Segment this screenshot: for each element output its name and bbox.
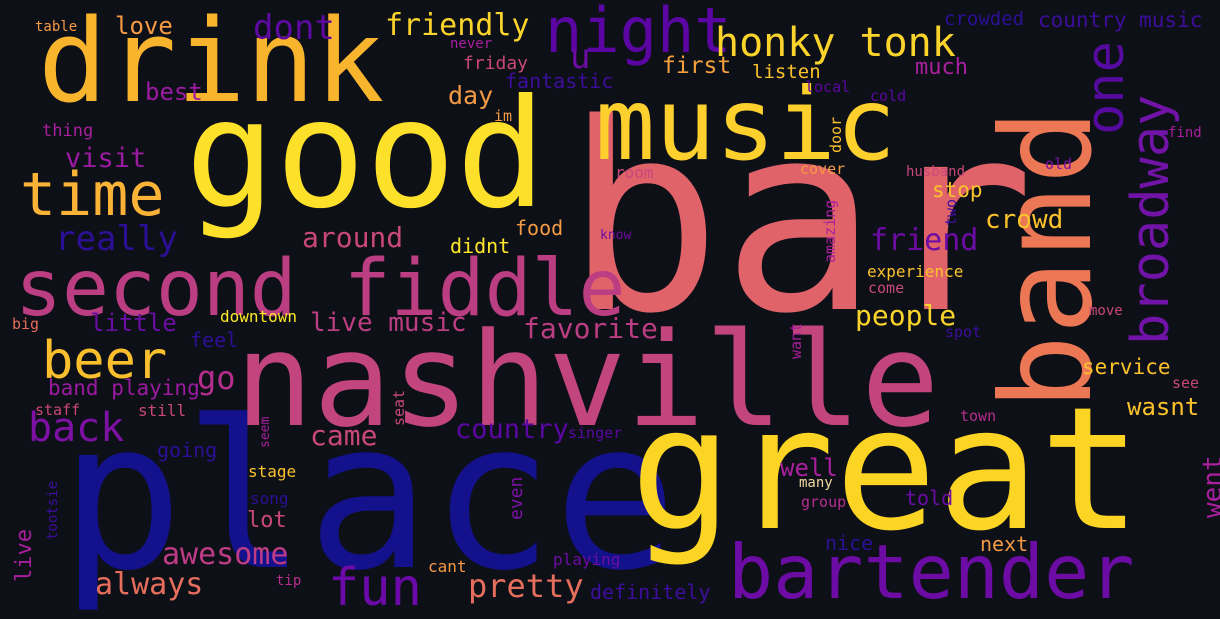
word-live-music: live music bbox=[310, 308, 467, 338]
word-love: love bbox=[115, 12, 173, 40]
word-next: next bbox=[980, 532, 1029, 556]
word-know: know bbox=[600, 228, 632, 243]
word-group: group bbox=[801, 493, 847, 511]
word-feel: feel bbox=[190, 328, 239, 352]
word-song: song bbox=[250, 489, 289, 508]
word-favorite: favorite bbox=[523, 312, 658, 345]
word-awesome: awesome bbox=[162, 537, 289, 572]
word-even: even bbox=[506, 476, 527, 520]
word-people: people bbox=[855, 299, 957, 332]
word-crowd: crowd bbox=[985, 205, 1064, 235]
word-one: one bbox=[1076, 41, 1136, 135]
word-table: table bbox=[35, 19, 78, 35]
word-beer: beer bbox=[42, 331, 168, 391]
word-cold: cold bbox=[870, 87, 907, 105]
word-well: well bbox=[780, 454, 838, 482]
word-singer: singer bbox=[568, 424, 623, 442]
word-two: two bbox=[942, 198, 960, 226]
word-honky-tonk: honky tonk bbox=[715, 20, 956, 66]
word-cover: cover bbox=[800, 160, 846, 178]
word-nashville: nashville bbox=[235, 304, 940, 456]
word-want: want bbox=[787, 322, 805, 359]
word-seat: seat bbox=[390, 389, 408, 426]
word-going: going bbox=[157, 438, 218, 462]
word-friday: friday bbox=[463, 53, 529, 74]
word-fantastic: fantastic bbox=[505, 69, 614, 93]
word-definitely: definitely bbox=[590, 580, 711, 604]
word-go: go bbox=[197, 359, 236, 397]
word-great: great bbox=[630, 371, 1142, 569]
word-still: still bbox=[138, 401, 187, 420]
word-never: never bbox=[450, 36, 493, 52]
word-staff: staff bbox=[35, 401, 81, 419]
word-night: night bbox=[545, 0, 732, 67]
word-downtown: downtown bbox=[220, 307, 298, 326]
word-around: around bbox=[302, 221, 404, 254]
word-first: first bbox=[662, 53, 732, 79]
word-place: place bbox=[60, 378, 678, 616]
word-always: always bbox=[95, 567, 204, 602]
word-music: music bbox=[595, 66, 897, 183]
word-crowded: crowded bbox=[944, 8, 1025, 30]
word-room: room bbox=[615, 163, 654, 182]
word-visit: visit bbox=[65, 143, 147, 174]
word-many: many bbox=[799, 475, 833, 491]
word-pretty: pretty bbox=[468, 567, 584, 605]
word-day: day bbox=[448, 81, 494, 110]
word-told: told bbox=[905, 486, 954, 510]
word-find: find bbox=[1168, 125, 1202, 141]
word-u: u bbox=[570, 37, 591, 77]
word-live: live bbox=[12, 529, 37, 582]
word-seem: seem bbox=[258, 416, 273, 448]
word-came: came bbox=[310, 419, 378, 452]
word-band-playing: band playing bbox=[48, 376, 200, 400]
word-country: country bbox=[455, 414, 569, 445]
word-second-fiddle: second fiddle bbox=[15, 244, 626, 334]
word-experience: experience bbox=[867, 262, 964, 281]
word-didnt: didnt bbox=[450, 234, 511, 258]
word-tip: tip bbox=[276, 573, 302, 589]
word-town: town bbox=[960, 407, 997, 425]
word-bar: bar bbox=[565, 69, 1035, 371]
word-food: food bbox=[515, 216, 564, 240]
word-best: best bbox=[145, 78, 203, 106]
word-tootsie: tootsie bbox=[45, 480, 61, 540]
word-dont: dont bbox=[253, 8, 335, 48]
word-thing: thing bbox=[42, 121, 94, 141]
word-went: went bbox=[1198, 455, 1220, 518]
word-husband: husband bbox=[906, 164, 966, 180]
word-local: local bbox=[805, 78, 851, 96]
word-wasnt: wasnt bbox=[1127, 393, 1200, 421]
word-im: im bbox=[494, 107, 513, 125]
word-really: really bbox=[55, 219, 178, 259]
word-spot: spot bbox=[945, 323, 982, 341]
word-nice: nice bbox=[825, 531, 874, 555]
word-bartender: bartender bbox=[728, 528, 1135, 616]
word-amazing: amazing bbox=[821, 199, 839, 263]
word-drink: drink bbox=[38, 0, 385, 129]
word-stage: stage bbox=[248, 462, 297, 481]
word-service: service bbox=[1082, 355, 1171, 379]
word-playing: playing bbox=[553, 550, 621, 569]
word-fun: fun bbox=[328, 558, 422, 618]
word-see: see bbox=[1172, 374, 1200, 392]
word-country-music: country music bbox=[1038, 8, 1203, 32]
word-come: come bbox=[868, 279, 905, 297]
word-big: big bbox=[12, 315, 40, 333]
word-time: time bbox=[20, 160, 165, 230]
word-old: old bbox=[1045, 155, 1073, 173]
word-friendly: friendly bbox=[385, 8, 530, 43]
word-lot: lot bbox=[247, 508, 287, 533]
word-door: door bbox=[827, 116, 845, 153]
word-cant: cant bbox=[428, 557, 467, 576]
word-friend: friend bbox=[870, 223, 979, 258]
word-little: little bbox=[90, 309, 177, 337]
word-good: good bbox=[185, 68, 547, 242]
word-back: back bbox=[28, 405, 125, 451]
word-much: much bbox=[915, 55, 968, 80]
word-stop: stop bbox=[932, 178, 983, 202]
word-move: move bbox=[1089, 303, 1123, 319]
word-listen: listen bbox=[752, 61, 821, 83]
